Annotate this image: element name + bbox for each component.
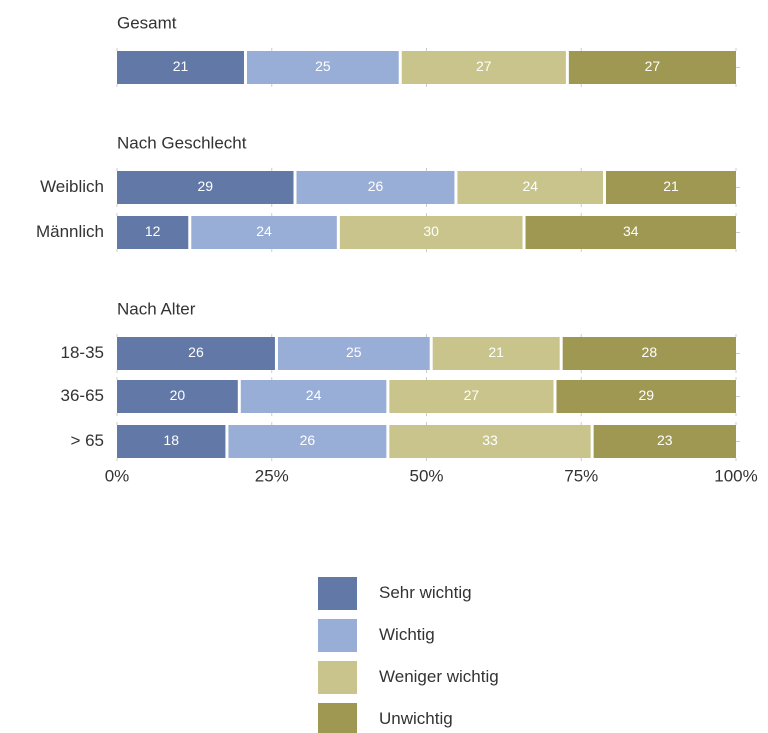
data-label: 26 bbox=[300, 432, 316, 448]
data-label: 26 bbox=[188, 344, 204, 360]
data-label: 24 bbox=[522, 178, 538, 194]
data-label: 29 bbox=[638, 387, 654, 403]
x-tick-label: 50% bbox=[409, 466, 443, 485]
data-label: 27 bbox=[464, 387, 480, 403]
row-label: Weiblich bbox=[40, 177, 104, 196]
legend-swatch bbox=[318, 703, 357, 733]
bar-segment bbox=[246, 51, 399, 84]
data-label: 24 bbox=[306, 387, 322, 403]
data-label: 27 bbox=[476, 58, 492, 74]
bar-segment bbox=[389, 425, 591, 458]
x-tick-label: 100% bbox=[714, 466, 757, 485]
data-label: 12 bbox=[145, 223, 161, 239]
data-label: 33 bbox=[482, 432, 498, 448]
data-label: 25 bbox=[315, 58, 331, 74]
row-label: Männlich bbox=[36, 222, 104, 241]
row-label: 18-35 bbox=[61, 343, 104, 362]
data-label: 24 bbox=[256, 223, 272, 239]
bar-segment bbox=[389, 380, 554, 413]
data-label: 20 bbox=[170, 387, 186, 403]
legend-swatch bbox=[318, 661, 357, 694]
data-label: 30 bbox=[423, 223, 439, 239]
group-title: Nach Geschlecht bbox=[117, 133, 247, 152]
bar-segment bbox=[568, 51, 736, 84]
bar-segment bbox=[339, 216, 523, 249]
bar-segment bbox=[556, 380, 736, 413]
x-tick-label: 25% bbox=[255, 466, 289, 485]
data-label: 27 bbox=[645, 58, 661, 74]
bar-segment bbox=[401, 51, 566, 84]
bar-segment bbox=[117, 380, 238, 413]
group-title: Gesamt bbox=[117, 13, 177, 32]
bar-segment bbox=[240, 380, 387, 413]
data-label: 21 bbox=[173, 58, 189, 74]
data-label: 21 bbox=[663, 178, 679, 194]
group-title: Nach Alter bbox=[117, 299, 196, 318]
data-label: 34 bbox=[623, 223, 639, 239]
data-label: 18 bbox=[163, 432, 179, 448]
legend-label: Unwichtig bbox=[379, 709, 453, 728]
legend-swatch bbox=[318, 577, 357, 610]
legend-swatch bbox=[318, 619, 357, 652]
bar-segment bbox=[117, 425, 226, 458]
bar-segment bbox=[593, 425, 736, 458]
bar-segment bbox=[117, 337, 275, 370]
x-tick-label: 0% bbox=[105, 466, 130, 485]
bar-segment bbox=[562, 337, 736, 370]
bar-segment bbox=[277, 337, 430, 370]
data-label: 26 bbox=[368, 178, 384, 194]
legend-label: Wichtig bbox=[379, 625, 435, 644]
x-tick-label: 75% bbox=[564, 466, 598, 485]
bar-segment bbox=[296, 171, 455, 204]
data-label: 25 bbox=[346, 344, 362, 360]
data-label: 29 bbox=[197, 178, 213, 194]
bar-segment bbox=[432, 337, 560, 370]
bar-segment bbox=[117, 216, 189, 249]
bar-segment bbox=[228, 425, 387, 458]
bar-segment bbox=[457, 171, 604, 204]
row-label: > 65 bbox=[70, 431, 104, 450]
bar-segment bbox=[117, 51, 244, 84]
bar-segment bbox=[525, 216, 736, 249]
data-label: 23 bbox=[657, 432, 673, 448]
data-label: 21 bbox=[488, 344, 504, 360]
legend-label: Sehr wichtig bbox=[379, 583, 472, 602]
bar-segment bbox=[191, 216, 337, 249]
data-label: 28 bbox=[642, 344, 658, 360]
legend-label: Weniger wichtig bbox=[379, 667, 499, 686]
row-label: 36-65 bbox=[61, 386, 104, 405]
bar-segment bbox=[117, 171, 294, 204]
bar-segment bbox=[606, 171, 736, 204]
